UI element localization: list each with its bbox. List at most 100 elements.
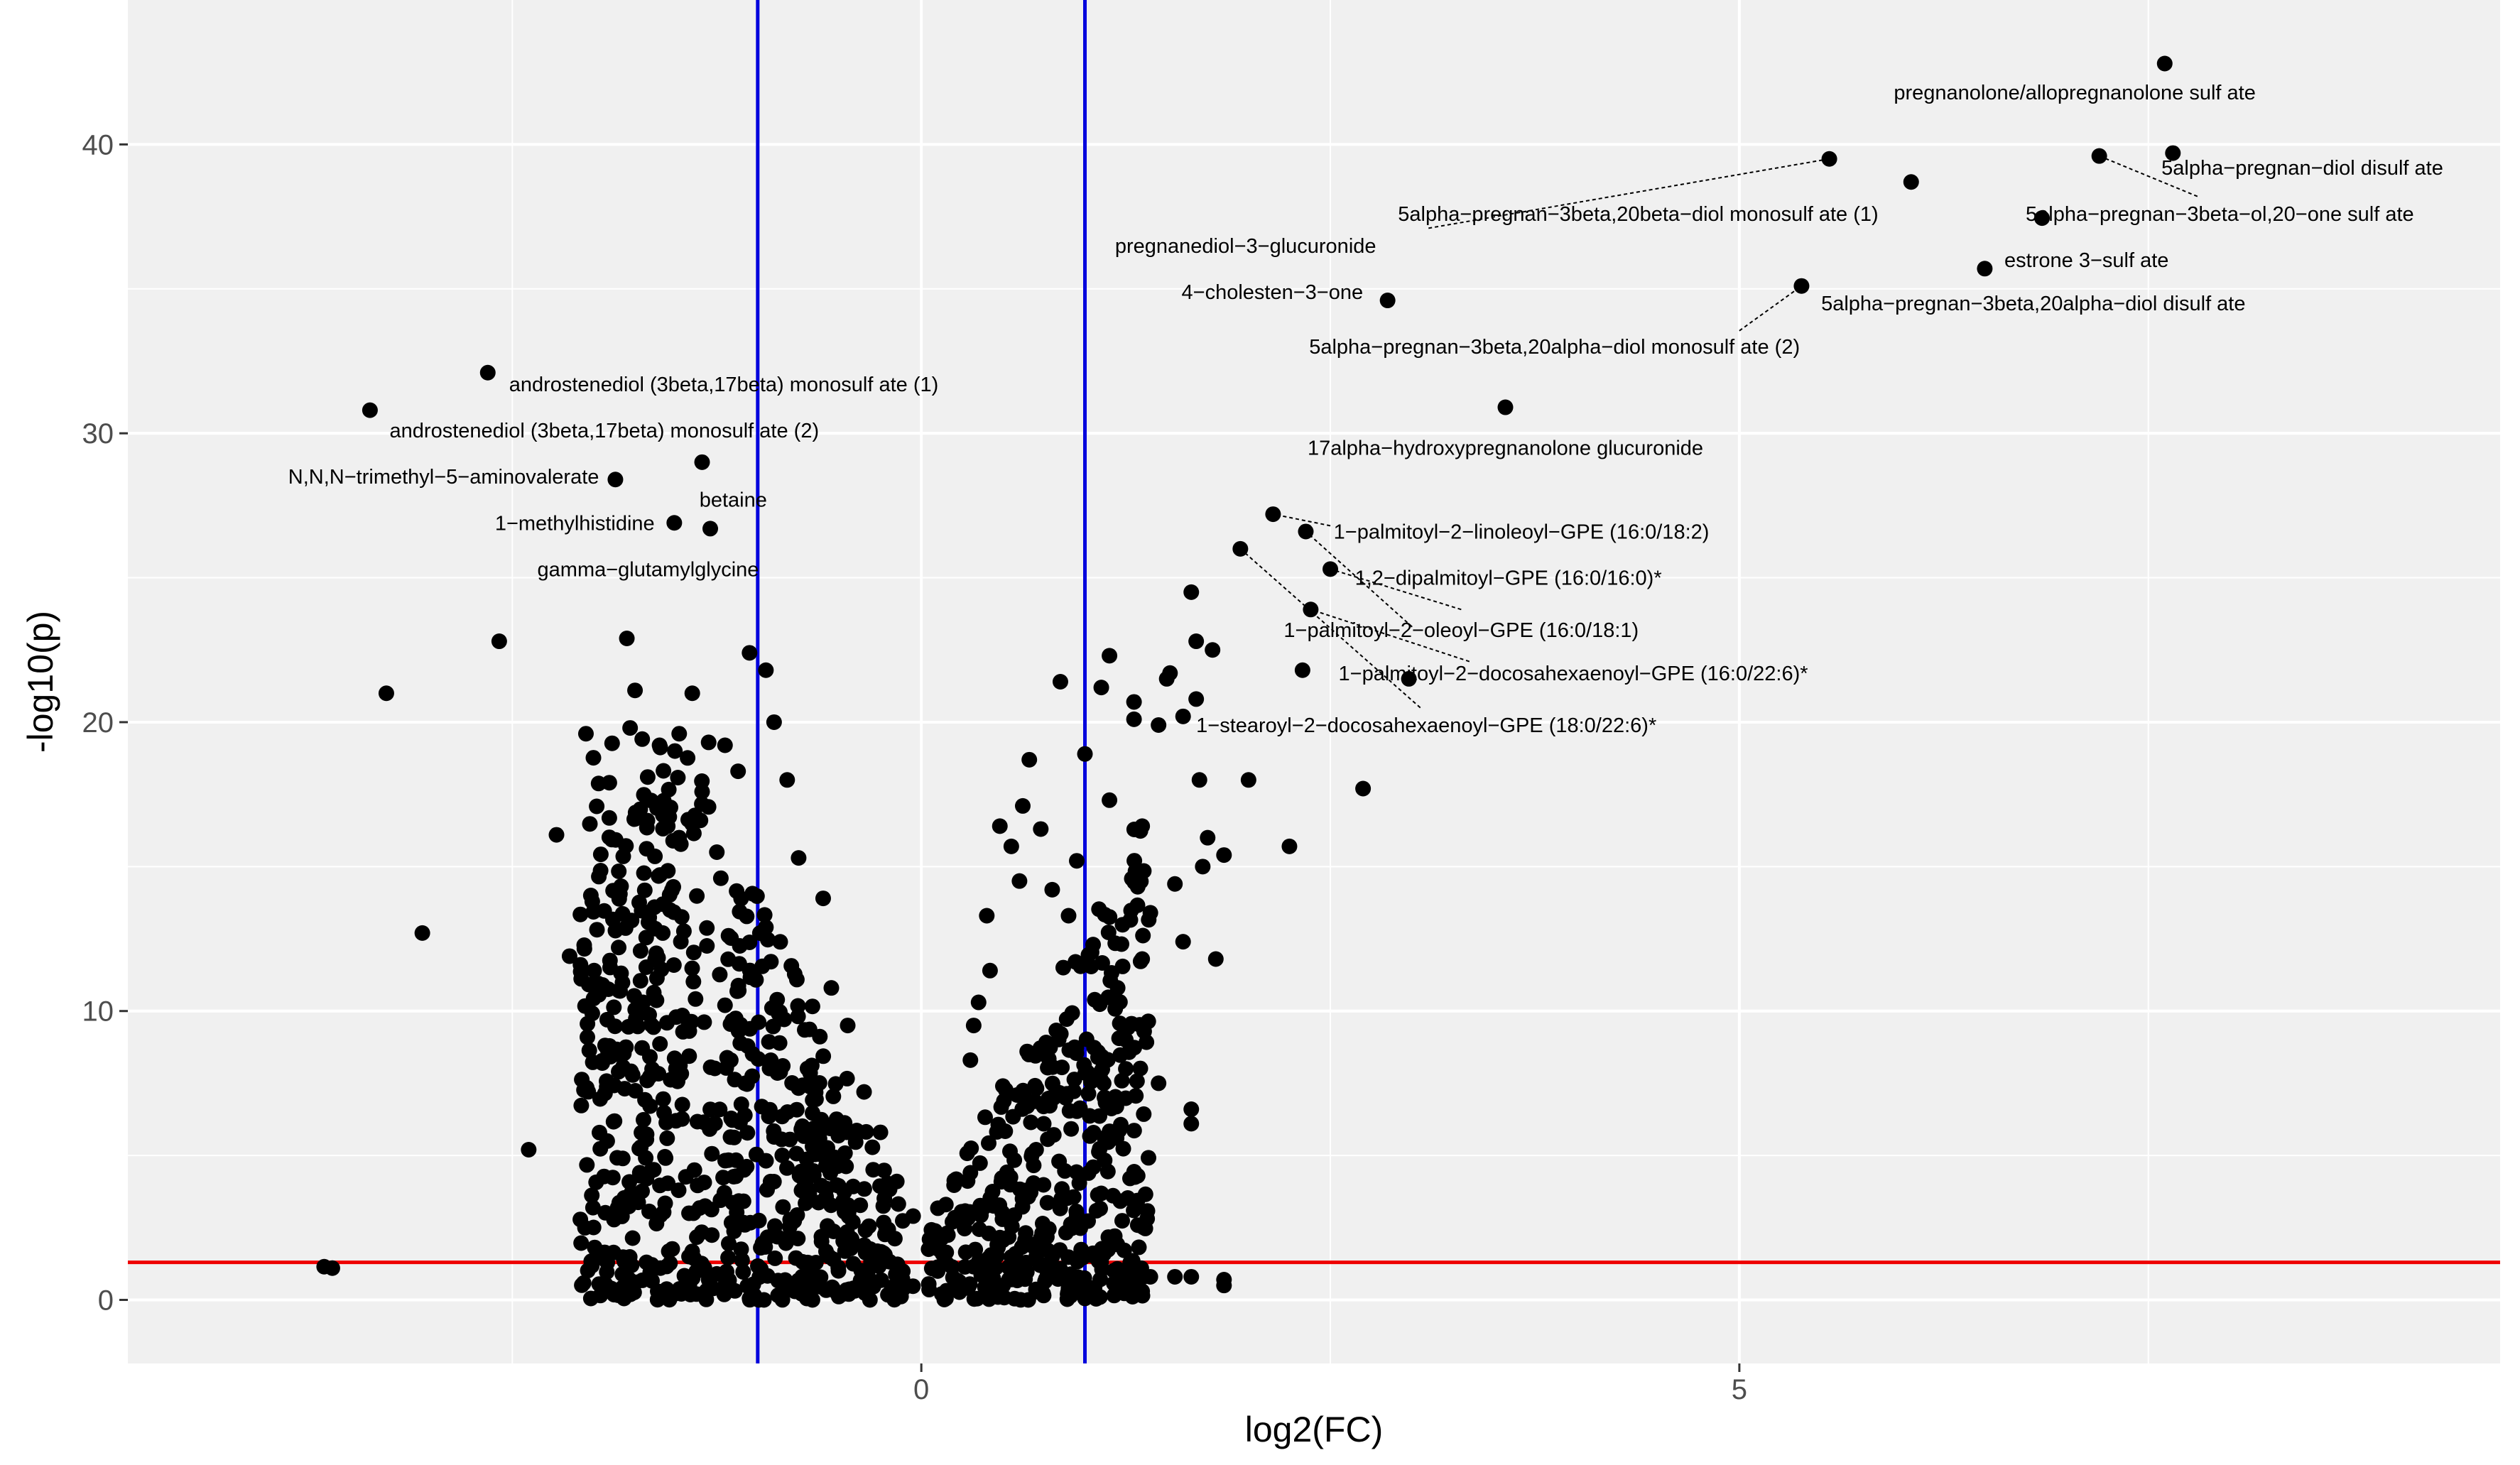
point-label: 1−methylhistidine bbox=[495, 512, 655, 535]
data-point bbox=[632, 943, 648, 959]
data-point bbox=[580, 1029, 595, 1045]
data-point bbox=[700, 1272, 717, 1288]
data-point bbox=[548, 827, 565, 843]
data-point bbox=[1085, 1125, 1102, 1140]
data-point bbox=[660, 863, 676, 879]
data-point bbox=[763, 1052, 779, 1068]
data-point bbox=[585, 1199, 601, 1216]
data-point bbox=[670, 770, 686, 785]
data-point bbox=[1135, 927, 1151, 944]
data-point bbox=[579, 1079, 595, 1096]
data-point bbox=[788, 1145, 805, 1162]
data-point bbox=[1044, 881, 1060, 898]
labeled-data-point bbox=[694, 454, 710, 470]
data-point bbox=[1063, 1121, 1080, 1137]
data-point bbox=[742, 1290, 758, 1307]
data-point bbox=[750, 1051, 766, 1067]
data-point bbox=[1072, 958, 1089, 974]
data-point bbox=[685, 944, 702, 961]
data-point bbox=[845, 1178, 862, 1194]
data-point bbox=[657, 1148, 673, 1165]
label-leader-line bbox=[2099, 155, 2198, 197]
data-point bbox=[1114, 936, 1129, 952]
data-point bbox=[1091, 994, 1107, 1011]
data-point bbox=[702, 1101, 719, 1118]
data-point bbox=[634, 903, 650, 919]
data-point bbox=[666, 904, 682, 920]
data-point bbox=[1118, 1061, 1134, 1077]
data-point bbox=[790, 1008, 806, 1025]
data-point bbox=[606, 1211, 622, 1228]
data-point bbox=[818, 1282, 835, 1298]
data-point bbox=[639, 812, 656, 829]
labeled-data-point bbox=[702, 521, 719, 537]
data-point bbox=[758, 919, 774, 935]
data-point bbox=[1141, 1150, 1156, 1166]
data-point bbox=[700, 734, 717, 751]
data-point bbox=[1051, 1084, 1068, 1101]
data-point bbox=[984, 1184, 1001, 1199]
data-point bbox=[639, 1254, 655, 1270]
y-tick-label: 10 bbox=[82, 996, 114, 1028]
data-point bbox=[861, 1218, 877, 1234]
data-point bbox=[781, 1219, 798, 1235]
data-point bbox=[820, 1218, 835, 1234]
data-point bbox=[591, 1276, 607, 1292]
data-point bbox=[1205, 642, 1221, 658]
data-point bbox=[965, 1018, 982, 1034]
data-point bbox=[521, 1141, 537, 1158]
point-label: 5alpha−pregnan−diol disulf ate bbox=[2161, 157, 2443, 180]
data-point bbox=[831, 1153, 847, 1170]
data-point bbox=[712, 870, 729, 886]
data-point bbox=[572, 906, 589, 922]
data-point bbox=[1071, 1175, 1087, 1191]
data-point bbox=[1093, 1072, 1109, 1089]
labeled-data-point bbox=[607, 472, 624, 488]
data-point bbox=[1175, 708, 1191, 724]
data-point bbox=[704, 1227, 720, 1243]
data-point bbox=[1151, 717, 1167, 734]
labeled-data-point bbox=[1903, 174, 1919, 190]
point-label: 1−palmitoyl−2−oleoyl−GPE (16:0/18:1) bbox=[1283, 619, 1639, 642]
data-point bbox=[726, 1223, 742, 1239]
data-point bbox=[604, 735, 620, 751]
point-labels: pregnanolone/allopregnanolone sulf ate 5a… bbox=[288, 82, 2443, 737]
data-point bbox=[962, 1052, 979, 1068]
data-point bbox=[1216, 1278, 1232, 1294]
data-point bbox=[668, 1009, 685, 1025]
data-point bbox=[1099, 1163, 1116, 1180]
data-point bbox=[1085, 937, 1102, 953]
data-point bbox=[599, 1133, 615, 1149]
data-point bbox=[1090, 1187, 1106, 1203]
data-point bbox=[1072, 1220, 1088, 1236]
data-point bbox=[1191, 772, 1207, 788]
data-point bbox=[1114, 1072, 1130, 1089]
data-point bbox=[633, 1139, 649, 1155]
data-point bbox=[779, 1160, 795, 1176]
data-point bbox=[694, 796, 710, 812]
labeled-data-point bbox=[2091, 148, 2107, 164]
data-point bbox=[967, 1241, 984, 1258]
data-point bbox=[815, 1048, 832, 1064]
data-point bbox=[655, 1091, 671, 1107]
data-point bbox=[717, 997, 733, 1013]
data-point bbox=[693, 812, 709, 829]
data-point bbox=[971, 1221, 987, 1237]
data-point bbox=[619, 630, 635, 646]
data-point bbox=[921, 1231, 938, 1248]
data-point bbox=[655, 896, 671, 913]
data-point bbox=[1007, 1246, 1023, 1262]
data-point bbox=[1061, 1103, 1077, 1119]
y-tick-label: 0 bbox=[98, 1285, 114, 1317]
data-point bbox=[1055, 1188, 1071, 1204]
data-point bbox=[611, 1064, 627, 1080]
plot-panel bbox=[128, 0, 2500, 1363]
labeled-data-point bbox=[1977, 261, 1993, 277]
data-point bbox=[835, 1193, 851, 1209]
data-point bbox=[1024, 1145, 1041, 1162]
data-point bbox=[632, 973, 648, 989]
data-point bbox=[573, 1235, 590, 1251]
data-point bbox=[727, 1282, 743, 1299]
data-point bbox=[763, 954, 779, 970]
